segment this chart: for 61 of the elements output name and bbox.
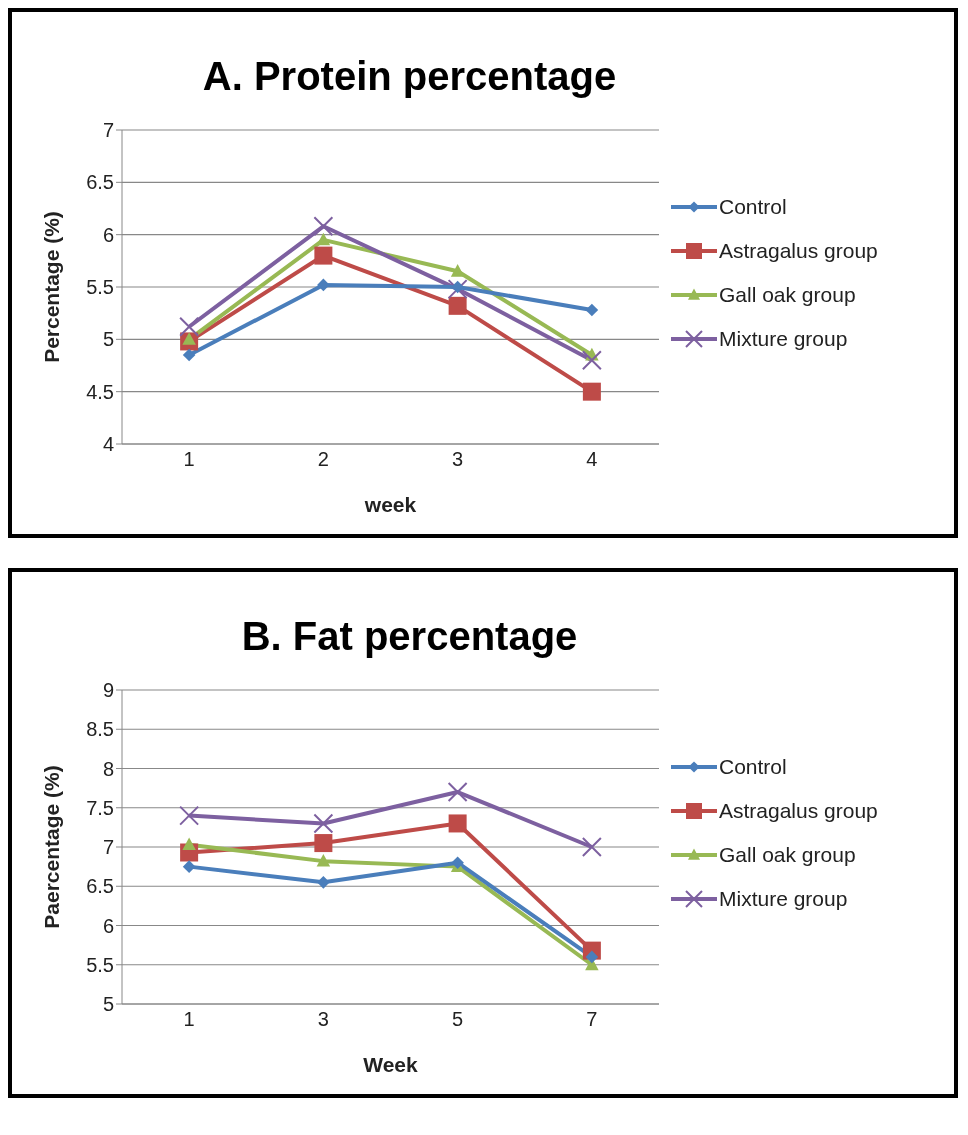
- y-tick-label: 6: [102, 223, 114, 246]
- legend-label: Control: [719, 195, 787, 219]
- point: [582, 382, 601, 401]
- y-tick-label: 9: [102, 679, 114, 702]
- y-tick-label: 5: [102, 328, 114, 351]
- y-tick-label: 4: [102, 433, 114, 456]
- legend-label: Astragalus group: [719, 799, 878, 823]
- point: [448, 814, 467, 833]
- point: [447, 279, 468, 300]
- y-tick-label: 4.5: [86, 380, 114, 403]
- point: [585, 303, 599, 317]
- legend-label: Control: [719, 755, 787, 779]
- chart-title: B. Fat percentage: [240, 614, 579, 659]
- legend-label: Gall oak group: [719, 843, 856, 867]
- y-tick-label: 8.5: [86, 718, 114, 741]
- y-tick-label: 7: [102, 119, 114, 142]
- point: [317, 876, 330, 889]
- point: [314, 834, 333, 853]
- point: [182, 860, 196, 873]
- y-tick-label: 5.5: [86, 953, 114, 976]
- x-tick-label: 1: [183, 1008, 195, 1031]
- legend-label: Mixture group: [719, 887, 848, 911]
- x-tick-label: 2: [317, 448, 329, 471]
- chart-title: A. Protein percentage: [201, 54, 618, 99]
- y-axis-title: Percentage (%): [40, 211, 64, 363]
- x-tick-label: 3: [452, 448, 464, 471]
- x-tick-label: 5: [452, 1008, 464, 1031]
- point: [316, 853, 331, 867]
- point: [451, 856, 464, 869]
- y-tick-label: 6: [102, 914, 114, 937]
- legend-label: Gall oak group: [719, 283, 856, 307]
- legend-label: Mixture group: [719, 327, 848, 351]
- point: [451, 280, 464, 294]
- point: [182, 348, 196, 362]
- point: [313, 813, 334, 834]
- legend-label: Astragalus group: [719, 239, 878, 263]
- y-tick-label: 5: [102, 993, 114, 1016]
- y-tick-label: 5.5: [86, 276, 114, 299]
- x-tick-label: 7: [586, 1008, 598, 1031]
- x-tick-label: 4: [586, 448, 598, 471]
- point: [450, 264, 465, 277]
- point: [447, 782, 468, 803]
- point: [179, 805, 200, 826]
- y-tick-label: 8: [102, 757, 114, 780]
- point: [448, 296, 467, 315]
- y-tick-label: 7: [102, 836, 114, 859]
- y-tick-label: 6.5: [86, 875, 114, 898]
- point: [581, 837, 602, 857]
- point: [314, 246, 333, 265]
- point: [179, 316, 200, 337]
- y-axis-title: Paercentage (%): [40, 765, 64, 929]
- y-tick-label: 7.5: [86, 796, 114, 819]
- x-axis-title: week: [363, 493, 417, 516]
- point: [182, 837, 196, 851]
- point: [317, 278, 330, 292]
- x-tick-label: 1: [183, 448, 195, 471]
- y-tick-label: 6.5: [86, 171, 114, 194]
- x-tick-label: 3: [317, 1008, 329, 1031]
- x-axis-title: Week: [363, 1053, 419, 1076]
- point: [581, 350, 602, 371]
- point: [313, 216, 334, 237]
